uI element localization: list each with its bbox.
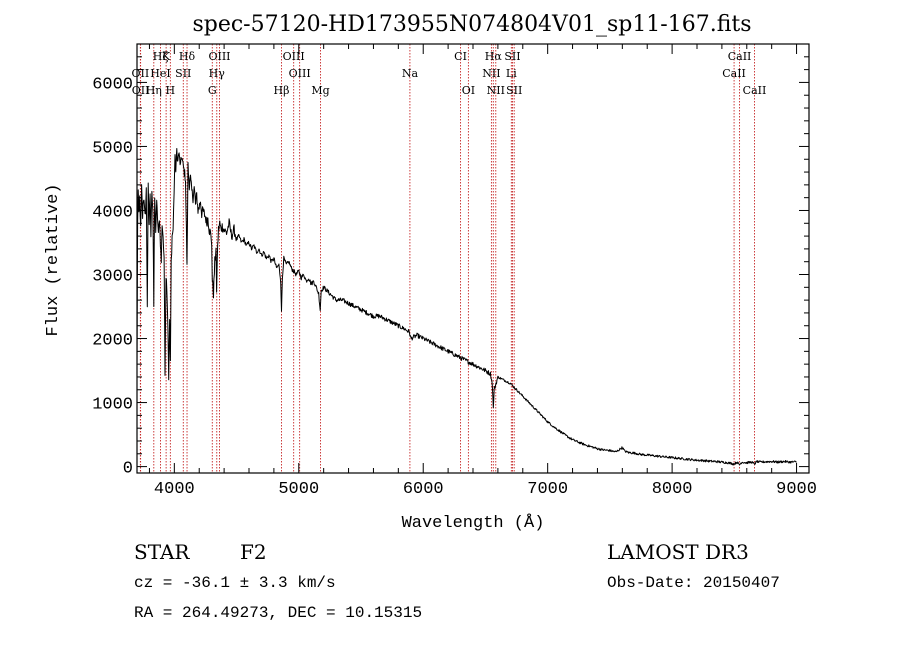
line-label: Hγ xyxy=(209,67,226,80)
line-label: OII xyxy=(132,67,150,80)
y-tick-label: 4000 xyxy=(92,203,133,222)
plot-frame xyxy=(136,43,810,474)
line-label: Hδ xyxy=(179,50,196,63)
line-label: OIII xyxy=(283,50,305,63)
y-tick-label: 6000 xyxy=(92,75,133,94)
y-tick-label: 1000 xyxy=(92,396,133,415)
line-label: OIII xyxy=(208,50,230,63)
y-tick-label: 2000 xyxy=(92,332,133,351)
line-label: K xyxy=(162,50,171,63)
spectral-subclass: F2 xyxy=(240,540,267,564)
survey-name: LAMOST DR3 xyxy=(607,540,749,564)
spectrum-line xyxy=(136,148,797,466)
x-tick-label: 9000 xyxy=(776,480,817,499)
line-label: OI xyxy=(462,84,475,97)
x-tick-label: 4000 xyxy=(154,480,195,499)
line-label: HeI xyxy=(150,67,170,80)
y-tick-label: 0 xyxy=(123,460,133,479)
x-tick-label: 6000 xyxy=(403,480,444,499)
line-label: CaII xyxy=(728,50,752,63)
y-tick-label: 5000 xyxy=(92,139,133,158)
line-label: NII xyxy=(482,67,500,80)
line-label: Hη xyxy=(146,84,162,97)
chart-title: spec-57120-HD173955N074804V01_sp11-167.f… xyxy=(192,12,751,37)
line-label: NII xyxy=(487,84,505,97)
spectrum-layer xyxy=(136,148,797,466)
x-tick-label: 5000 xyxy=(278,480,319,499)
obs-date: Obs-Date: 20150407 xyxy=(607,574,780,592)
line-label: SII xyxy=(504,50,520,63)
line-label: CI xyxy=(454,50,467,63)
x-axis-ticks: 4000 5000 6000 7000 8000 9000 xyxy=(148,44,817,499)
line-label: H xyxy=(166,84,176,97)
line-label: Na xyxy=(402,67,419,80)
y-axis-title: Flux (relative) xyxy=(44,183,63,336)
line-label: Hβ xyxy=(274,84,290,97)
redshift-readout: cz = -36.1 ± 3.3 km/s xyxy=(134,574,336,592)
y-tick-label: 3000 xyxy=(92,268,133,287)
line-label: Hα xyxy=(485,50,503,63)
x-axis-title: Wavelength (Å) xyxy=(402,514,545,533)
line-label: SII xyxy=(175,67,191,80)
line-label: OII xyxy=(132,84,150,97)
object-class: STAR xyxy=(134,540,190,564)
spectral-line-markers xyxy=(139,44,755,473)
line-label: CaII xyxy=(743,84,767,97)
line-label: SII xyxy=(506,84,522,97)
line-label: Mg xyxy=(311,84,329,97)
line-label: Hζ xyxy=(153,50,169,63)
x-tick-label: 8000 xyxy=(652,480,693,499)
line-label: G xyxy=(208,84,217,97)
line-label: CaII xyxy=(722,67,746,80)
line-label: OIII xyxy=(289,67,311,80)
x-tick-label: 7000 xyxy=(527,480,568,499)
line-label: Li xyxy=(506,67,517,80)
y-axis-ticks: 0 1000 2000 3000 4000 5000 6000 xyxy=(92,43,809,479)
coordinates-readout: RA = 264.49273, DEC = 10.15315 xyxy=(134,604,423,622)
